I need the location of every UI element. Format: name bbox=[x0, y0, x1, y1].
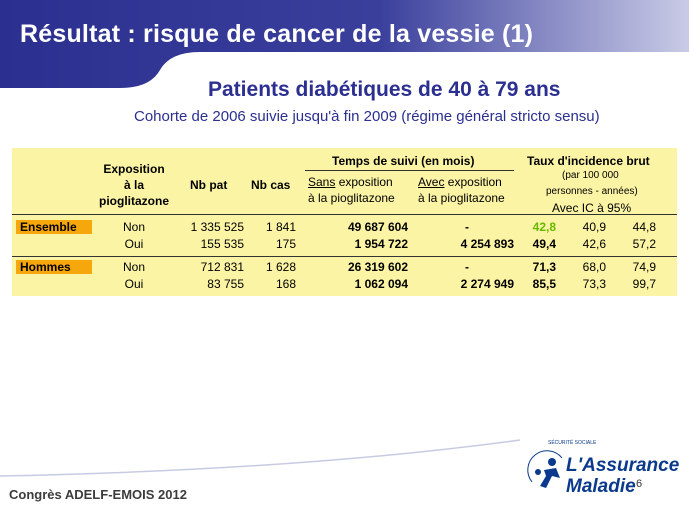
header-avec-2: à la pioglitazone bbox=[418, 191, 505, 205]
logo-text-maladie: Maladie bbox=[566, 476, 636, 497]
footer-text: Congrès ADELF-EMOIS 2012 bbox=[9, 487, 187, 502]
table-cell: 1 841 bbox=[265, 220, 296, 234]
table-cell: - bbox=[465, 260, 469, 274]
table-cell: 44,8 bbox=[632, 220, 656, 234]
table-cell: 2 274 949 bbox=[460, 277, 514, 291]
table-cell: 42,8 bbox=[532, 220, 556, 234]
results-table: Exposition à la pioglitazone Nb pat Nb c… bbox=[12, 148, 677, 296]
table-cell: 74,9 bbox=[632, 260, 656, 274]
header-taux-3: personnes - années) bbox=[546, 186, 638, 197]
header-band bbox=[0, 0, 689, 88]
table-cell: 4 254 893 bbox=[460, 237, 514, 251]
header-taux-2: (par 100 000 bbox=[562, 170, 619, 181]
table-cell: 83 755 bbox=[207, 277, 244, 291]
table-cell: 42,6 bbox=[582, 237, 606, 251]
slide-subtitle: Patients diabétiques de 40 à 79 ans bbox=[208, 78, 561, 101]
header-nb-pat: Nb pat bbox=[190, 178, 228, 192]
logo-small-text: SÉCURITÉ SOCIALE bbox=[548, 440, 597, 446]
header-exposition-2: à la bbox=[123, 178, 144, 192]
table-cell: 99,7 bbox=[632, 277, 656, 291]
group-label-hommes: Hommes bbox=[16, 260, 92, 274]
group-label-ensemble: Ensemble bbox=[16, 220, 92, 234]
table-cell: 1 062 094 bbox=[354, 277, 408, 291]
assurance-maladie-logo-icon bbox=[527, 450, 563, 488]
page-number: 6 bbox=[636, 478, 643, 490]
table-cell: 85,5 bbox=[532, 277, 556, 291]
header-taux: Taux d'incidence brut bbox=[527, 154, 650, 168]
footer-swoosh bbox=[0, 439, 521, 477]
table-cell: 49,4 bbox=[532, 237, 556, 251]
header-nb-cas: Nb cas bbox=[251, 178, 291, 192]
table-cell: 57,2 bbox=[632, 237, 656, 251]
header-sans-1: Sans exposition bbox=[308, 175, 393, 189]
table-cell: 1 954 722 bbox=[354, 237, 408, 251]
header-avec-1: Avec exposition bbox=[418, 175, 502, 189]
table-cell: 71,3 bbox=[532, 260, 556, 274]
table-cell: Oui bbox=[124, 237, 144, 251]
table-cell: Non bbox=[122, 220, 145, 234]
table-cell: 26 319 602 bbox=[347, 260, 408, 274]
header-exposition-3: pioglitazone bbox=[99, 194, 169, 208]
table-cell: 712 831 bbox=[200, 260, 244, 274]
logo-text-assurance: L'Assurance bbox=[566, 455, 680, 476]
table-cell: 40,9 bbox=[582, 220, 606, 234]
table-cell: 73,3 bbox=[582, 277, 606, 291]
header-temps-suivi: Temps de suivi (en mois) bbox=[332, 154, 475, 168]
table-cell: 175 bbox=[275, 237, 296, 251]
table-cell: 1 628 bbox=[265, 260, 296, 274]
table-group-rule bbox=[12, 256, 677, 257]
table-cell: 155 535 bbox=[200, 237, 244, 251]
table-header-rule bbox=[12, 214, 677, 215]
table-cell: 1 335 525 bbox=[190, 220, 244, 234]
header-divider bbox=[305, 170, 514, 171]
slide-cohort-text: Cohorte de 2006 suivie jusqu'à fin 2009 … bbox=[134, 108, 600, 125]
slide-title: Résultat : risque de cancer de la vessie… bbox=[20, 20, 534, 48]
header-sans-2: à la pioglitazone bbox=[308, 191, 395, 205]
table-cell: Non bbox=[122, 260, 145, 274]
table-cell: 168 bbox=[275, 277, 296, 291]
header-exposition-1: Exposition bbox=[103, 162, 165, 176]
header-taux-4: Avec IC à 95% bbox=[552, 201, 632, 215]
table-cell: Oui bbox=[124, 277, 144, 291]
table-cell: - bbox=[465, 220, 469, 234]
table-cell: 49 687 604 bbox=[347, 220, 408, 234]
table-cell: 68,0 bbox=[582, 260, 606, 274]
